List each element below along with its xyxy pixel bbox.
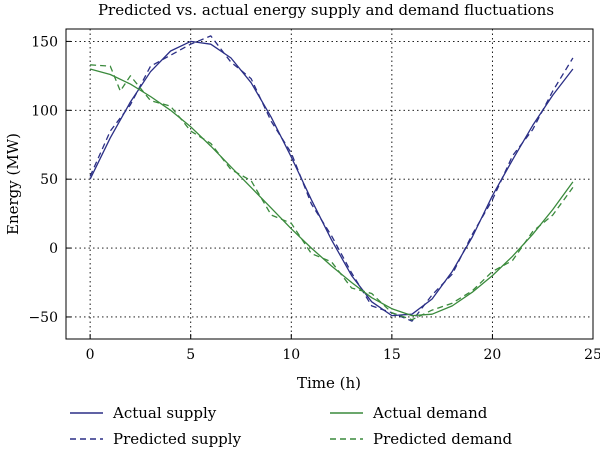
y-axis-label: Energy (MW) [4, 133, 22, 235]
chart-title: Predicted vs. actual energy supply and d… [98, 1, 554, 19]
x-tick-label: 10 [282, 347, 300, 363]
legend-label-actual-demand: Actual demand [372, 404, 488, 422]
legend-label-actual-supply: Actual supply [112, 404, 217, 422]
series-layer [89, 35, 574, 322]
series-predicted-demand [90, 64, 574, 321]
y-tick-label: 150 [31, 34, 58, 50]
legend-label-predicted-supply: Predicted supply [113, 430, 242, 448]
y-tick-label: −50 [28, 310, 58, 326]
series-predicted-supply [89, 35, 574, 322]
x-tick-label: 20 [484, 347, 502, 363]
series-actual-supply [89, 40, 574, 317]
y-tick-label: 100 [31, 103, 58, 119]
legend-label-predicted-demand: Predicted demand [373, 430, 513, 448]
plot-frame [65, 28, 594, 340]
legend: Actual supply Predicted supply Actual dema… [70, 404, 513, 448]
x-tick-label: 5 [186, 347, 195, 363]
series-actual-demand [89, 68, 574, 317]
x-tick-label: 15 [383, 347, 401, 363]
ticks: 0 5 10 15 20 25 −50 0 50 100 150 [28, 34, 600, 363]
y-tick-label: 50 [40, 172, 58, 188]
y-tick-label: 0 [49, 241, 58, 257]
x-tick-label: 25 [584, 347, 600, 363]
x-tick-label: 0 [86, 347, 95, 363]
x-axis-label: Time (h) [297, 374, 361, 392]
